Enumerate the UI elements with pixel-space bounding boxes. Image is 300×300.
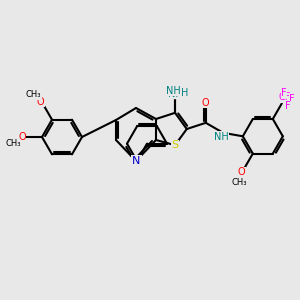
Text: O: O	[202, 98, 210, 108]
Text: NH: NH	[214, 132, 229, 142]
Text: H: H	[181, 88, 189, 98]
Text: O: O	[18, 132, 26, 142]
Text: CH₃: CH₃	[5, 140, 21, 148]
Text: NH: NH	[168, 89, 182, 99]
Text: NH: NH	[166, 86, 180, 96]
Text: CH₃: CH₃	[232, 178, 247, 187]
Text: CF₃: CF₃	[279, 92, 295, 102]
Text: CH₃: CH₃	[26, 91, 41, 100]
Text: O: O	[37, 97, 44, 107]
Text: N: N	[133, 156, 141, 166]
Text: N: N	[132, 156, 140, 166]
Text: F: F	[285, 101, 291, 111]
Text: H: H	[180, 89, 188, 99]
Text: S: S	[172, 140, 178, 150]
Text: F: F	[281, 88, 286, 98]
Text: O: O	[238, 167, 245, 177]
Text: F: F	[289, 94, 295, 104]
